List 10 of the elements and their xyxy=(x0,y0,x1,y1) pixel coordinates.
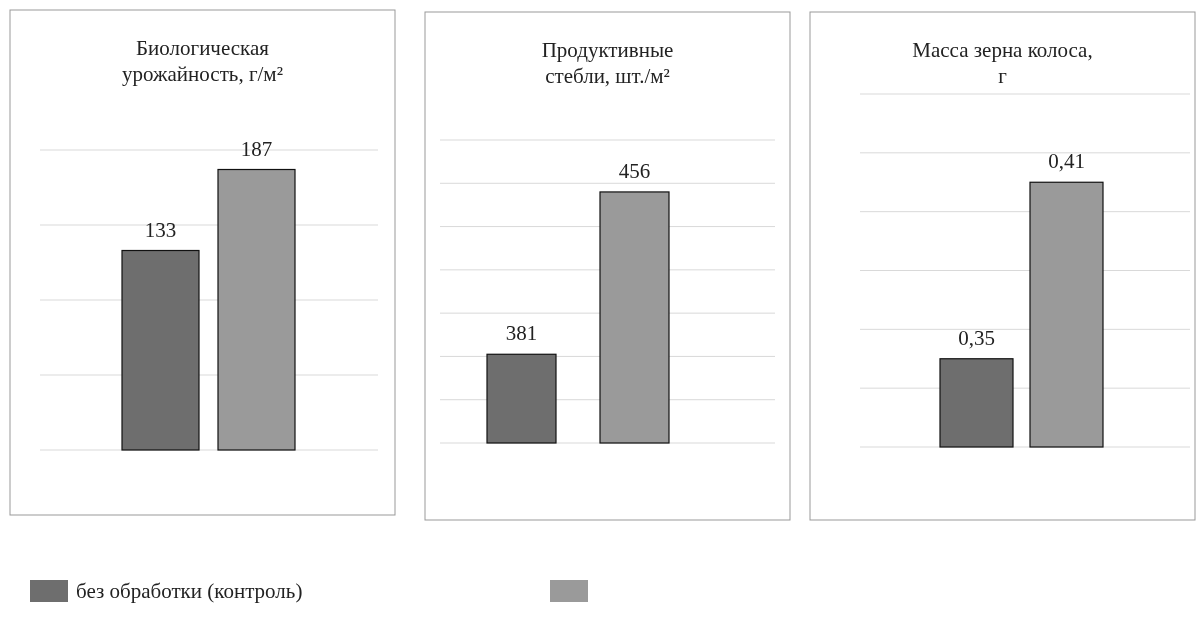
legend-label: без обработки (контроль) xyxy=(76,579,303,603)
data-label: 0,41 xyxy=(1048,149,1085,174)
chart-title: Биологическая урожайность, г/м² xyxy=(122,36,283,86)
chart-title: Масса зерна колоса, г xyxy=(912,38,1093,88)
data-label: 456 xyxy=(618,158,651,183)
data-label: 133 xyxy=(144,217,177,242)
data-label: 187 xyxy=(240,136,273,161)
chart-title: Продуктивные стебли, шт./м² xyxy=(541,38,674,88)
data-label: 0,35 xyxy=(958,325,995,350)
data-label: 381 xyxy=(505,321,538,346)
